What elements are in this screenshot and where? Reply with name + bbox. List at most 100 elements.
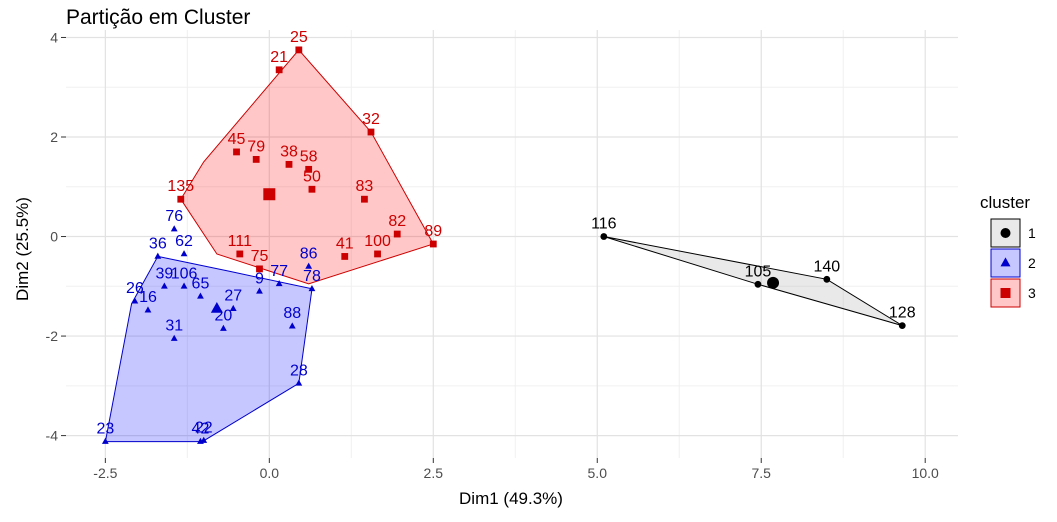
point-label: 42 — [192, 421, 210, 438]
cluster-3-point — [374, 250, 381, 258]
x-tick-label: -2.5 — [93, 465, 117, 481]
cluster-2-point — [295, 379, 303, 386]
point-label: 26 — [126, 280, 144, 297]
y-tick-label: -4 — [46, 428, 59, 444]
y-tick-label: 4 — [50, 29, 58, 45]
x-tick-label: 5.0 — [588, 465, 608, 481]
cluster-points — [101, 46, 906, 444]
point-label: 65 — [192, 275, 210, 292]
cluster-3-point — [177, 195, 185, 203]
point-label: 86 — [300, 245, 318, 262]
cluster-2-point — [160, 282, 168, 289]
y-tick-label: 0 — [50, 229, 58, 245]
cluster-2-hull — [104, 255, 313, 443]
x-tick-label: 0.0 — [260, 465, 280, 481]
point-label: 128 — [889, 305, 916, 322]
legend-key-3-marker — [1000, 288, 1011, 298]
point-label: 75 — [251, 248, 269, 265]
cluster-3-point — [275, 66, 283, 74]
cluster-1-point — [754, 280, 762, 288]
point-label: 135 — [167, 178, 194, 195]
x-tick-label: 7.5 — [752, 465, 772, 481]
point-label: 62 — [175, 233, 193, 250]
point-label: 100 — [364, 233, 391, 250]
grid-major — [66, 30, 958, 458]
cluster-2-point — [154, 252, 162, 259]
cluster-2-point — [229, 304, 237, 312]
y-axis-label: Dim2 (25.5%) — [13, 197, 32, 301]
cluster-2-point — [197, 437, 204, 444]
legend-key-2-marker — [1000, 257, 1011, 267]
legend-key-2 — [990, 248, 1021, 278]
legend: cluster 1 2 3 — [980, 193, 1036, 308]
cluster-2-point — [275, 280, 283, 287]
point-label: 82 — [388, 213, 406, 230]
cluster-3-point — [361, 195, 368, 203]
legend-key-3 — [990, 278, 1021, 308]
cluster-2-point — [305, 262, 313, 269]
cluster-2-point — [288, 322, 296, 329]
cluster-3-point — [295, 46, 303, 54]
point-label: 78 — [303, 268, 321, 285]
y-tick-label: 2 — [50, 129, 58, 145]
cluster-2-point — [131, 297, 139, 304]
legend-title: cluster — [980, 193, 1030, 212]
cluster-2-point — [180, 250, 188, 257]
point-label: 16 — [139, 289, 157, 306]
point-label: 23 — [96, 421, 114, 438]
x-axis-label: Dim1 (49.3%) — [459, 489, 563, 508]
point-label: 39 — [155, 265, 173, 282]
point-label: 38 — [280, 143, 298, 160]
x-tick-label: 2.5 — [424, 465, 444, 481]
cluster-3-point — [367, 128, 375, 136]
cluster-3-point — [341, 253, 349, 260]
point-label: 83 — [356, 178, 374, 195]
legend-label-3: 3 — [1028, 285, 1036, 301]
cluster-1-point — [898, 322, 906, 330]
point-label: 106 — [171, 265, 198, 282]
cluster-3-point — [285, 160, 293, 168]
point-label: 9 — [255, 270, 264, 287]
point-label: 79 — [247, 138, 265, 155]
point-label: 32 — [362, 111, 380, 128]
cluster-2-point — [180, 282, 188, 289]
cluster-1-centroid — [767, 276, 780, 289]
point-label: 76 — [165, 208, 183, 225]
cluster-2-point — [256, 287, 263, 294]
point-label: 89 — [424, 223, 442, 240]
cluster-2-point — [170, 334, 178, 341]
cluster-3-point — [429, 240, 437, 248]
chart-title: Partição em Cluster — [66, 6, 250, 29]
cluster-2-point — [308, 284, 316, 292]
cluster-3-point — [252, 155, 260, 163]
cluster-2-point — [170, 225, 178, 232]
point-label: 50 — [303, 168, 321, 185]
point-label: 111 — [228, 233, 252, 250]
cluster-hulls — [104, 49, 903, 443]
y-axis-ticks: -4 -2 0 2 4 — [46, 29, 66, 444]
cluster-3-point — [236, 250, 244, 258]
cluster-2-centroid — [210, 302, 223, 313]
point-label: 41 — [336, 235, 354, 252]
cluster-2-point — [101, 437, 109, 444]
cluster-3-point — [233, 148, 240, 156]
point-label: 20 — [215, 308, 233, 325]
cluster-centroids — [210, 188, 780, 313]
point-label: 58 — [300, 148, 318, 165]
point-label: 21 — [270, 49, 288, 66]
point-label: 27 — [224, 288, 242, 305]
point-label: 88 — [283, 305, 301, 322]
point-label: 77 — [270, 263, 288, 280]
legend-label-2: 2 — [1028, 255, 1036, 271]
cluster-1-point — [600, 233, 608, 240]
cluster-3-point — [305, 165, 313, 173]
point-label: 116 — [591, 216, 617, 233]
point-label: 140 — [813, 258, 840, 275]
point-label: 31 — [165, 318, 183, 335]
point-label: 105 — [745, 263, 772, 280]
y-tick-label: -2 — [46, 328, 59, 344]
